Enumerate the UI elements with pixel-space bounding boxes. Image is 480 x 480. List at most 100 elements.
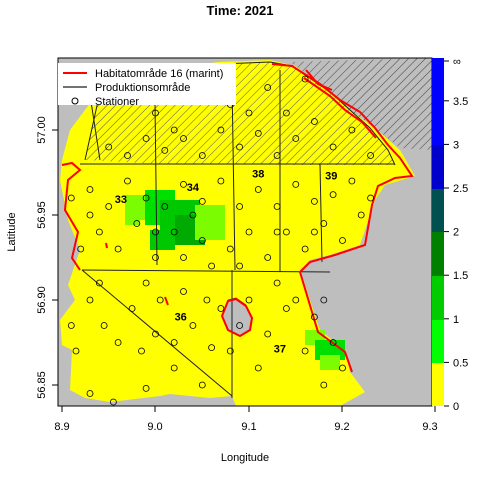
station-marker <box>128 305 136 312</box>
x-tick-label: 8.9 <box>54 421 69 433</box>
x-axis-title: Longitude <box>221 452 269 464</box>
station-marker <box>170 228 178 236</box>
station-marker <box>86 186 94 193</box>
station-marker <box>320 220 328 227</box>
station-marker <box>142 135 150 142</box>
station-marker <box>310 313 318 321</box>
station-marker <box>180 135 187 142</box>
station-marker <box>348 177 356 185</box>
station-marker <box>86 390 94 397</box>
station-marker <box>114 339 122 346</box>
station-marker <box>273 203 281 210</box>
colorbar-tick-label: 2 <box>453 227 459 239</box>
map-title: Time: 2021 <box>207 3 274 18</box>
station-marker <box>105 203 113 210</box>
station-marker <box>254 364 262 372</box>
station-marker <box>282 228 290 236</box>
station-marker <box>133 220 141 227</box>
station-marker <box>208 262 216 270</box>
x-axis: 8.9 9.0 9.1 9.2 9.3 Longitude <box>54 406 438 464</box>
station-marker <box>292 296 300 304</box>
legend: Habitatområde 16 (marint) Produktionsomr… <box>58 63 236 108</box>
area-label: 33 <box>115 194 127 206</box>
station-marker <box>254 129 262 137</box>
station-marker <box>138 347 145 355</box>
station-marker <box>170 364 178 372</box>
station-marker <box>329 339 337 346</box>
station-marker <box>96 279 103 287</box>
station-marker <box>189 211 197 219</box>
station-marker <box>152 330 159 338</box>
x-tick-label: 9.2 <box>334 421 349 433</box>
station-marker <box>152 254 159 261</box>
station-marker <box>310 118 318 125</box>
station-marker <box>301 75 309 83</box>
station-marker <box>320 296 328 304</box>
station-marker <box>273 228 281 236</box>
station-marker <box>86 211 94 219</box>
station-marker <box>180 180 187 188</box>
station-marker <box>161 146 169 154</box>
station-marker <box>245 228 253 236</box>
station-marker <box>348 126 356 134</box>
colorbar-tick-label: 3 <box>453 139 459 151</box>
station-marker <box>217 126 225 134</box>
station-marker <box>273 152 281 159</box>
area-label: 36 <box>175 311 187 323</box>
lower-land <box>110 394 236 406</box>
hatched-land <box>290 58 432 150</box>
area-labels: 33 34 38 39 36 37 <box>115 169 338 356</box>
station-marker <box>86 296 94 304</box>
station-marker <box>203 296 211 304</box>
station-marker <box>236 203 244 210</box>
station-marker <box>152 228 159 236</box>
colorbar-tick-label: ∞ <box>453 56 461 68</box>
station-marker <box>152 109 159 117</box>
station-marker <box>254 186 262 193</box>
y-tick-label: 56.95 <box>36 201 48 229</box>
station-marker <box>226 245 234 253</box>
station-marker <box>114 245 122 253</box>
x-tick-label: 9.0 <box>147 421 162 433</box>
station-marker <box>105 143 113 151</box>
colorbar: 0 0.5 1 1.5 2 2.5 3 3.5 ∞ <box>432 56 468 413</box>
station-marker <box>198 381 206 389</box>
station-marker <box>282 109 290 117</box>
station-marker <box>301 347 309 355</box>
y-tick-label: 56.90 <box>36 286 48 314</box>
station-marker <box>142 279 150 287</box>
station-marker <box>124 177 131 185</box>
y-axis-title: Latitude <box>6 212 18 251</box>
station-marker <box>245 109 253 117</box>
station-marker <box>198 197 206 205</box>
stations-layer <box>67 75 375 406</box>
y-axis: 56.85 56.90 56.95 57.00 Latitude <box>6 116 58 399</box>
station-marker <box>236 262 244 270</box>
density-patches <box>125 190 345 370</box>
station-marker <box>170 126 178 134</box>
station-marker <box>226 347 234 355</box>
station-marker <box>292 135 300 142</box>
station-marker <box>170 339 178 346</box>
station-marker <box>180 254 187 261</box>
station-marker <box>67 322 75 329</box>
station-marker <box>367 194 375 202</box>
station-marker <box>96 228 103 236</box>
area-label: 39 <box>325 170 337 182</box>
legend-habitat-label: Habitatområde 16 (marint) <box>95 68 223 80</box>
station-marker <box>142 384 150 392</box>
station-marker <box>156 296 164 304</box>
area-label: 37 <box>274 344 286 356</box>
colorbar-tick-label: 1.5 <box>453 270 468 282</box>
station-marker <box>329 143 337 151</box>
station-marker <box>142 194 150 202</box>
station-marker <box>273 279 281 287</box>
station-marker <box>292 180 300 188</box>
station-marker <box>329 191 337 199</box>
station-marker <box>100 322 108 329</box>
station-marker <box>282 305 290 312</box>
colorbar-tick-label: 3.5 <box>453 96 468 108</box>
station-marker <box>161 203 169 210</box>
station-marker <box>180 288 187 295</box>
station-marker <box>198 237 206 244</box>
